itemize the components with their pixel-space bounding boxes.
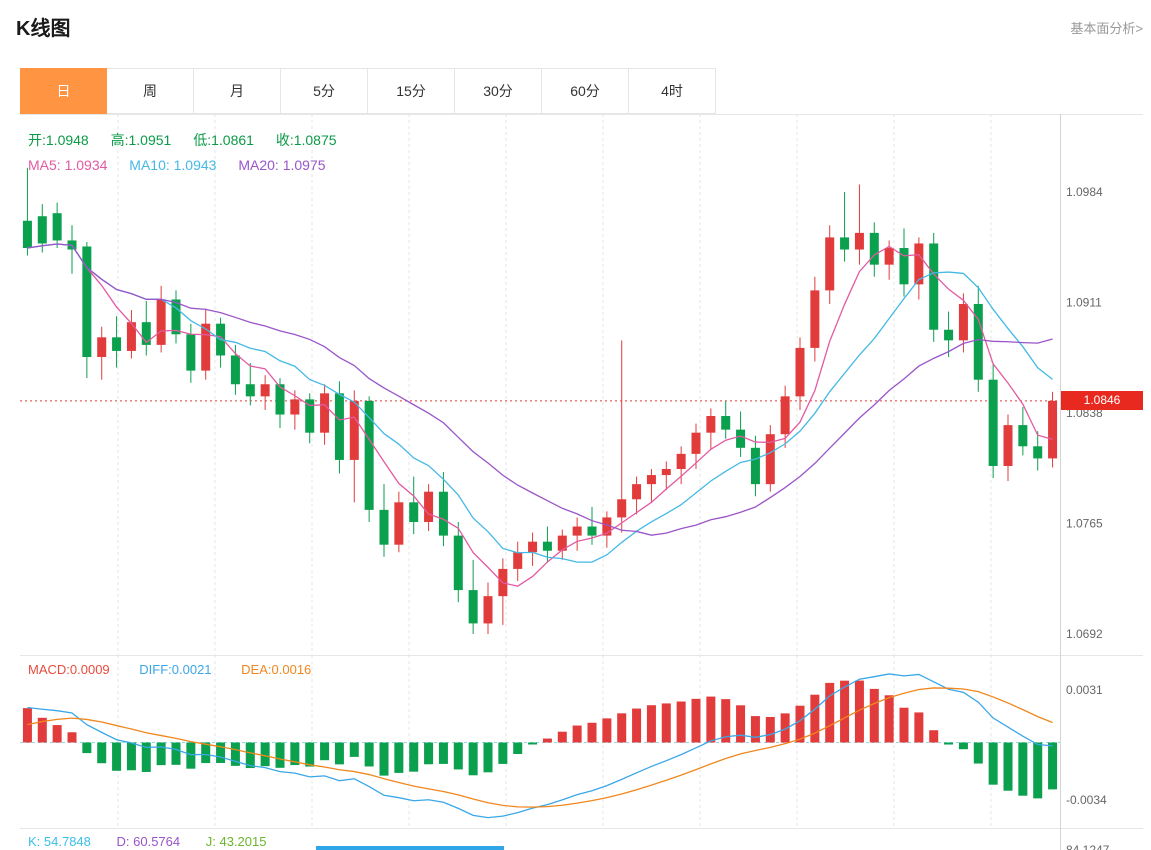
macd-hist-group: [22, 680, 1058, 799]
ma10-value: MA10: 1.0943: [129, 157, 217, 173]
ohlc-open: 开:1.0948: [28, 132, 89, 148]
ma5-line: [27, 243, 1053, 587]
kdj-k-value: K: 54.7848: [28, 834, 91, 849]
tab-30min[interactable]: 30分: [455, 68, 542, 114]
macd-value: MACD:0.0009: [28, 662, 110, 677]
period-tabs: 日 周 月 5分 15分 30分 60分 4时: [20, 68, 716, 114]
current-price-badge: 1.0846: [1061, 391, 1143, 410]
tab-month[interactable]: 月: [194, 68, 281, 114]
macd-legend: MACD:0.0009 DIFF:0.0021 DEA:0.0016: [28, 662, 337, 677]
macd-axis-label: -0.0034: [1066, 793, 1107, 807]
grid-group: [117, 114, 992, 655]
page-title: K线图: [16, 18, 71, 40]
kdj-chart-sliver: [316, 846, 504, 850]
separator-macd: [20, 655, 1143, 656]
kdj-axis-label-partial: 84.1247: [1066, 843, 1110, 850]
ohlc-low: 低:1.0861: [193, 132, 254, 148]
y-axis-line: [1060, 114, 1061, 850]
ohlc-high: 高:1.0951: [110, 132, 172, 148]
diff-line: [27, 673, 1053, 819]
kline-axis-label: 1.0984: [1066, 185, 1103, 199]
dea-value: DEA:0.0016: [241, 662, 312, 677]
kdj-d-value: D: 60.5764: [116, 834, 181, 849]
kline-axis-label: 1.0765: [1066, 517, 1103, 531]
tab-60min[interactable]: 60分: [542, 68, 629, 114]
kdj-j-value: J: 43.2015: [205, 834, 267, 849]
tab-4hour[interactable]: 4时: [629, 68, 716, 114]
kline-axis-label: 1.0692: [1066, 627, 1103, 641]
macd-chart[interactable]: 0.0031 -0.0034: [20, 655, 1131, 828]
candles-group: [22, 167, 1058, 634]
separator-top: [20, 114, 1143, 115]
ma5-value: MA5: 1.0934: [28, 157, 108, 173]
ohlc-legend: 开:1.0948 高:1.0951 低:1.0861 收:1.0875: [28, 130, 355, 150]
fundamental-analysis-link[interactable]: 基本面分析>: [1070, 21, 1143, 36]
kdj-legend: K: 54.7848 D: 60.5764 J: 43.2015: [28, 834, 288, 849]
ma20-value: MA20: 1.0975: [238, 157, 326, 173]
diff-value: DIFF:0.0021: [139, 662, 212, 677]
macd-axis-label: 0.0031: [1066, 683, 1103, 697]
tab-day[interactable]: 日: [20, 68, 107, 114]
tab-5min[interactable]: 5分: [281, 68, 368, 114]
ma-legend: MA5: 1.0934 MA10: 1.0943 MA20: 1.0975: [28, 157, 344, 173]
separator-kdj: [20, 828, 1143, 829]
ma20-line: [27, 243, 1053, 536]
dea-line: [27, 687, 1053, 808]
tab-15min[interactable]: 15分: [368, 68, 455, 114]
kline-axis-label: 1.0911: [1066, 296, 1102, 310]
ohlc-close: 收:1.0875: [275, 132, 337, 148]
tab-week[interactable]: 周: [107, 68, 194, 114]
ma10-line: [27, 243, 1053, 563]
